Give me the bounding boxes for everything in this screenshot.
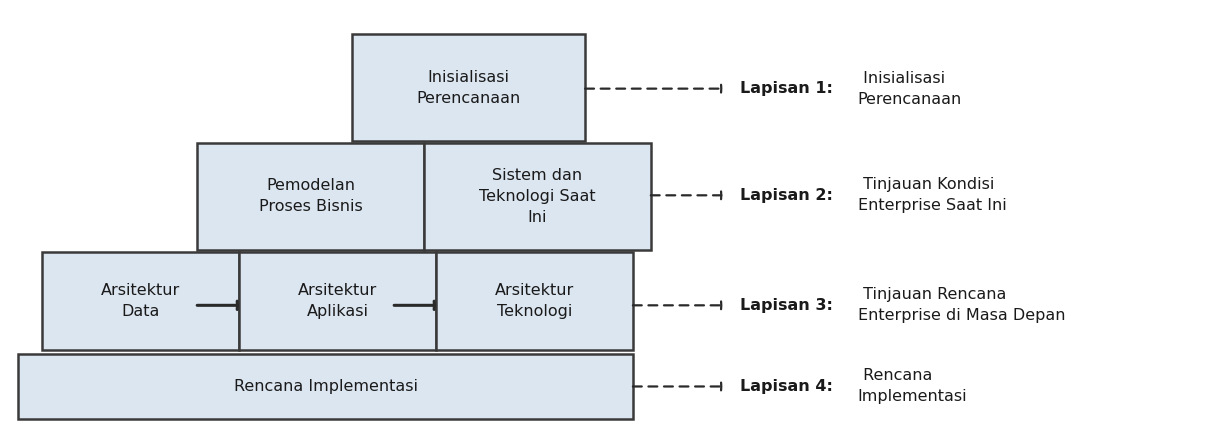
Text: Rencana Implementasi: Rencana Implementasi	[234, 379, 418, 394]
Text: Inisialisasi
Perencanaan: Inisialisasi Perencanaan	[417, 69, 521, 105]
Text: Lapisan 4:: Lapisan 4:	[741, 379, 833, 394]
Text: Arsitektur
Teknologi: Arsitektur Teknologi	[495, 283, 574, 319]
Text: Pemodelan
Proses Bisnis: Pemodelan Proses Bisnis	[258, 178, 363, 214]
Bar	[239, 252, 436, 350]
Text: Lapisan 1:: Lapisan 1:	[741, 81, 833, 96]
Text: Lapisan 2:: Lapisan 2:	[741, 188, 833, 203]
Text: Tinjauan Kondisi
Enterprise Saat Ini: Tinjauan Kondisi Enterprise Saat Ini	[857, 177, 1006, 213]
Bar	[436, 252, 633, 350]
Text: Arsitektur
Data: Arsitektur Data	[101, 283, 180, 319]
Text: Inisialisasi
Perencanaan: Inisialisasi Perencanaan	[857, 71, 962, 107]
Bar	[424, 143, 650, 250]
Bar	[352, 34, 585, 141]
Bar	[18, 354, 633, 419]
Text: Arsitektur
Aplikasi: Arsitektur Aplikasi	[298, 283, 378, 319]
Text: Tinjauan Rencana
Enterprise di Masa Depan: Tinjauan Rencana Enterprise di Masa Depa…	[857, 287, 1066, 324]
Text: Rencana
Implementasi: Rencana Implementasi	[857, 368, 967, 405]
Bar	[197, 143, 424, 250]
Text: Lapisan 3:: Lapisan 3:	[741, 298, 833, 313]
Text: Sistem dan
Teknologi Saat
Ini: Sistem dan Teknologi Saat Ini	[479, 168, 596, 225]
Bar	[41, 252, 239, 350]
